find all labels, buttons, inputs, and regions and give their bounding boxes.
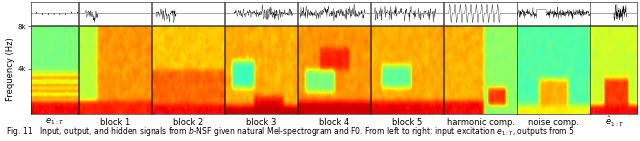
Text: noise comp.: noise comp. <box>528 118 579 126</box>
Y-axis label: Frequency (Hz): Frequency (Hz) <box>6 38 15 101</box>
Text: harmonic comp.: harmonic comp. <box>447 118 515 126</box>
Text: $\hat{e}_{1:T}$: $\hat{e}_{1:T}$ <box>605 115 624 129</box>
Text: block 4: block 4 <box>319 118 349 126</box>
Text: block 5: block 5 <box>392 118 422 126</box>
Text: $e_{1:T}$: $e_{1:T}$ <box>45 117 64 127</box>
Text: block 2: block 2 <box>173 118 204 126</box>
Text: block 3: block 3 <box>246 118 276 126</box>
Text: Fig. 11   Input, output, and hidden signals from $b$-NSF given natural Mel-spect: Fig. 11 Input, output, and hidden signal… <box>6 125 575 138</box>
Text: block 1: block 1 <box>100 118 130 126</box>
